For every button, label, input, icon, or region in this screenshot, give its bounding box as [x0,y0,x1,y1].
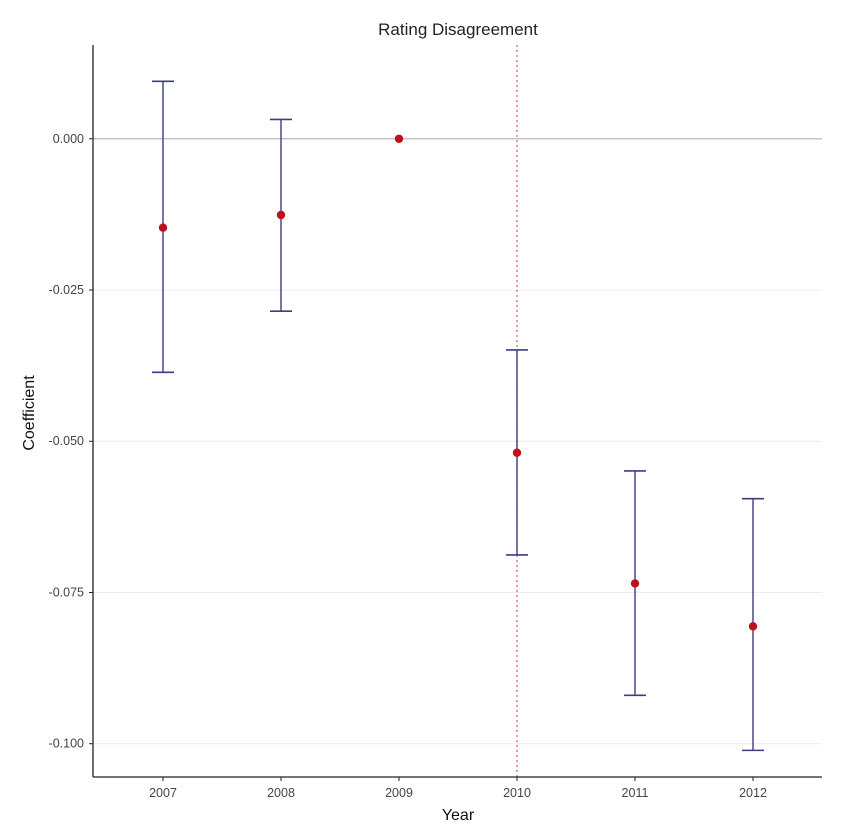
y-axis-title: Coefficient [21,375,38,451]
x-tick-label: 2007 [149,786,177,800]
x-tick-label: 2011 [622,786,649,800]
point-estimates [158,134,758,631]
y-tick-label: 0.000 [53,132,84,146]
point-2007 [158,223,168,232]
point-2010 [512,448,522,457]
point-2011 [630,579,640,588]
x-tick-label: 2009 [385,786,413,800]
y-tick-label: -0.075 [49,585,84,599]
y-tick-label: -0.050 [49,434,84,448]
point-2008 [276,210,286,220]
x-tick-label: 2012 [739,786,767,800]
x-tick-label: 2010 [503,786,531,800]
y-tick-label: -0.100 [49,737,84,751]
reference-lines [93,45,822,777]
chart-title: Rating Disagreement [378,20,538,39]
point-2012 [748,622,758,631]
axes [89,45,822,781]
point-2009 [394,134,404,143]
gridlines [93,138,822,745]
y-tick-labels: 0.000 -0.025 -0.050 -0.075 -0.100 [49,132,85,751]
x-tick-labels: 2007 2008 2009 2010 2011 2012 [149,786,767,800]
error-bars [152,80,764,752]
x-axis-title: Year [442,807,475,824]
y-tick-label: -0.025 [49,283,84,297]
x-tick-label: 2008 [267,786,295,800]
